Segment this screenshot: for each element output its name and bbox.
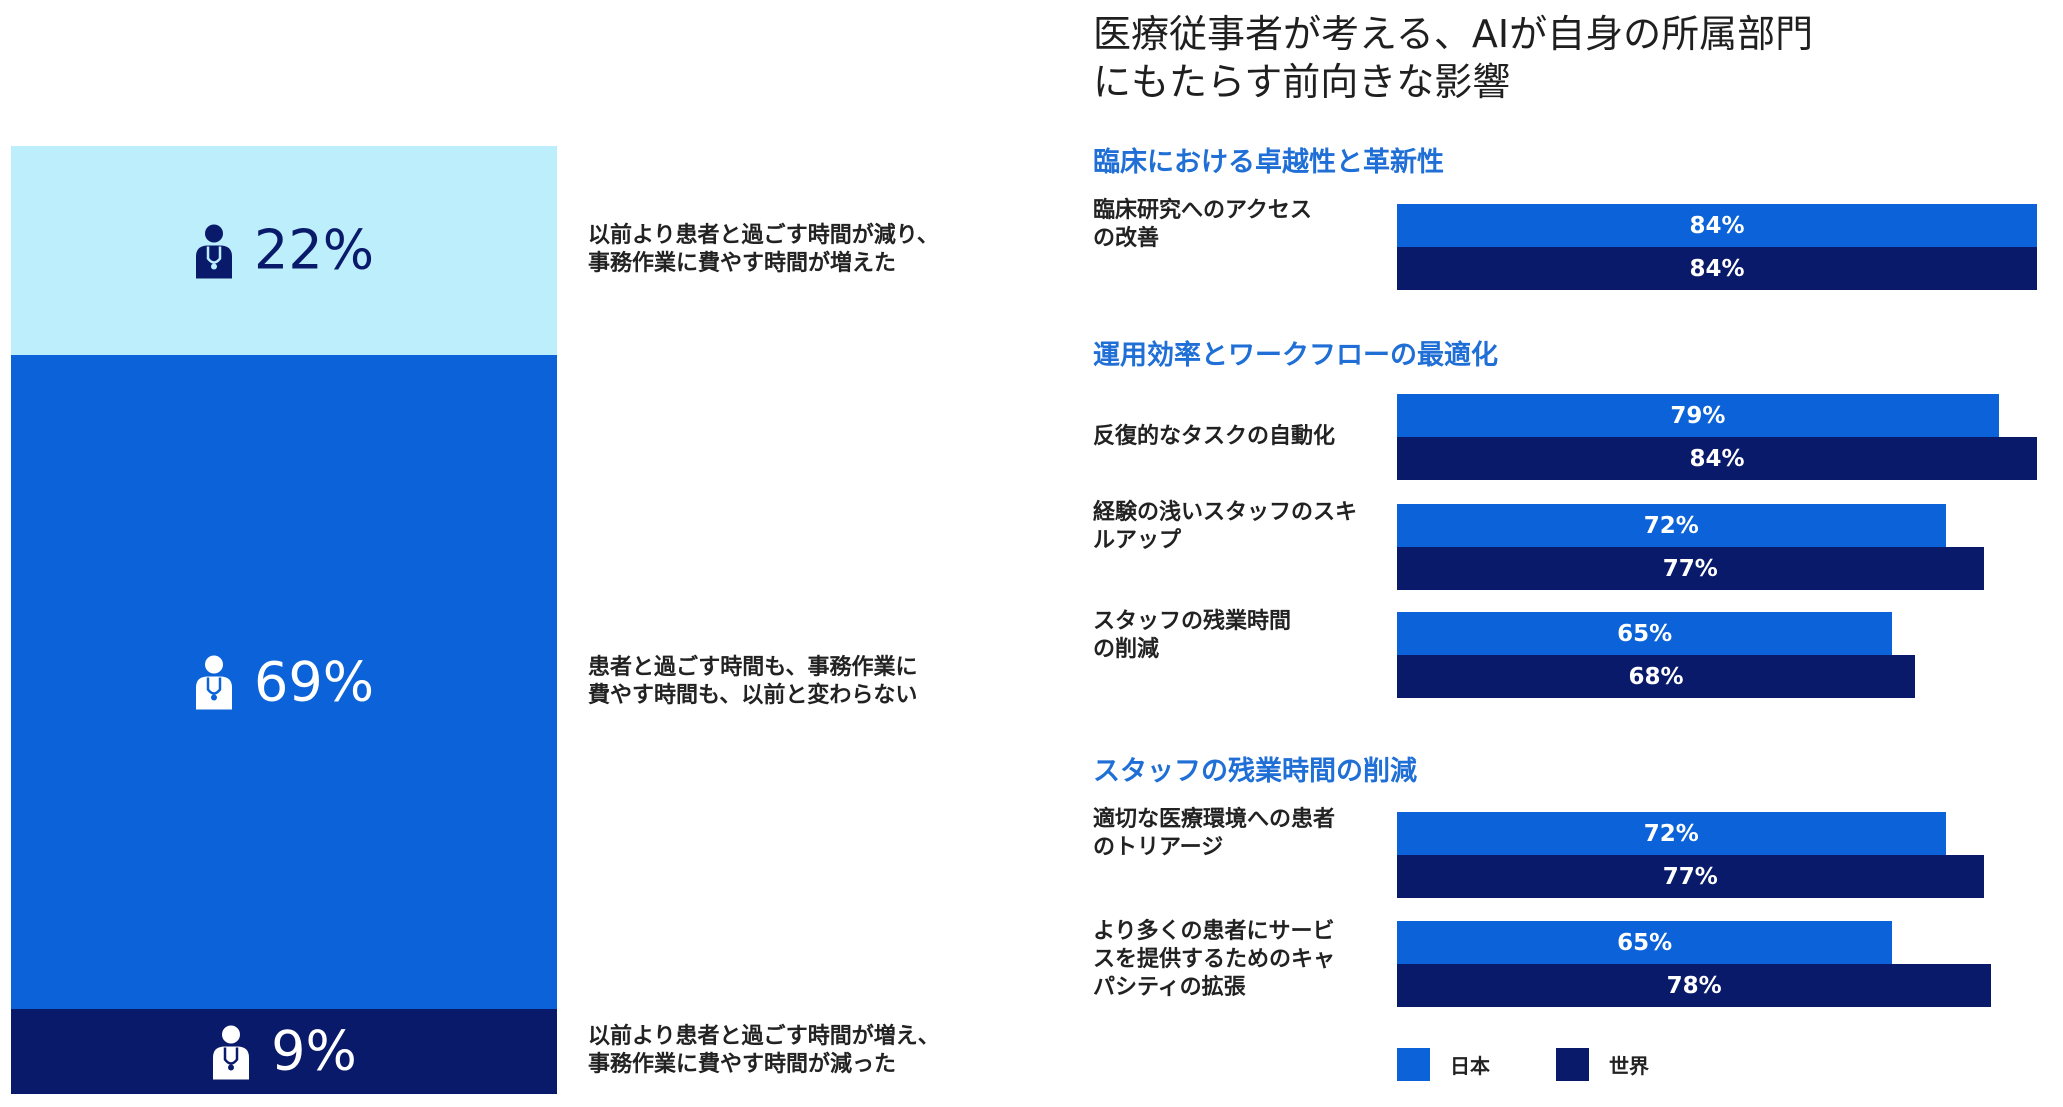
category-heading: 運用効率とワークフローの最適化 bbox=[1093, 340, 1498, 371]
bar-world: 84% bbox=[1397, 247, 2037, 290]
row-label-line: スタッフの残業時間 bbox=[1093, 609, 1292, 634]
segment-percent-label: 22% bbox=[253, 218, 375, 282]
bar-world: 77% bbox=[1397, 547, 1984, 590]
segment-description-line: 以前より患者と過ごす時間が減り、 bbox=[588, 223, 939, 249]
stacked-bar: 22% 69% 9% bbox=[11, 146, 557, 1094]
segment-description: 患者と過ごす時間も、事務作業に 費やす時間も、以前と変わらない bbox=[588, 654, 918, 710]
legend-swatch-japan bbox=[1397, 1048, 1430, 1081]
chart-title-line-2: にもたらす前向きな影響 bbox=[1093, 60, 1511, 104]
segment-description-line: 患者と過ごす時間も、事務作業に bbox=[588, 654, 918, 680]
category-heading: スタッフの残業時間の削減 bbox=[1093, 756, 1417, 787]
segment-description-line: 以前より患者と過ごす時間が増え、 bbox=[588, 1024, 940, 1050]
segment-percent-label: 9% bbox=[271, 1019, 357, 1083]
segment-description: 以前より患者と過ごす時間が増え、 事務作業に費やす時間が減った bbox=[588, 1023, 940, 1079]
row-label-line: 反復的なタスクの自動化 bbox=[1093, 424, 1336, 449]
bar-japan: 65% bbox=[1397, 612, 1893, 655]
stack-segment-content: 9% bbox=[11, 1020, 557, 1083]
doctor-icon bbox=[213, 1025, 250, 1080]
segment-percent-label: 69% bbox=[253, 650, 375, 714]
chart-title-line-1: 医療従事者が考える、AIが自身の所属部門 bbox=[1093, 12, 1814, 56]
row-label: スタッフの残業時間 の削減 bbox=[1093, 608, 1383, 664]
bar-world: 68% bbox=[1397, 655, 1916, 698]
legend-label-world: 世界 bbox=[1609, 1054, 1649, 1078]
row-label-line: スを提供するためのキャ bbox=[1093, 947, 1336, 972]
row-label: 適切な医療環境への患者 のトリアージ bbox=[1093, 806, 1383, 862]
chart-title: 医療従事者が考える、AIが自身の所属部門 にもたらす前向きな影響 bbox=[1093, 10, 1853, 106]
bar-world: 77% bbox=[1397, 855, 1984, 898]
bar-japan: 84% bbox=[1397, 204, 2037, 247]
legend-label-japan: 日本 bbox=[1450, 1054, 1490, 1078]
legend: 日本 世界 bbox=[1397, 1048, 1715, 1081]
doctor-icon bbox=[195, 655, 232, 710]
category-heading: 臨床における卓越性と革新性 bbox=[1093, 147, 1444, 178]
row-label: 反復的なタスクの自動化 bbox=[1093, 423, 1383, 451]
segment-description-line: 事務作業に費やす時間が減った bbox=[588, 1052, 897, 1078]
row-label-line: 適切な医療環境への患者 bbox=[1093, 807, 1336, 832]
segment-description-line: 事務作業に費やす時間が増えた bbox=[588, 251, 897, 277]
row-label-line: の削減 bbox=[1093, 637, 1160, 662]
stack-segment-content: 69% bbox=[11, 650, 557, 713]
row-label-line: より多くの患者にサービ bbox=[1093, 919, 1335, 944]
segment-description: 以前より患者と過ごす時間が減り、 事務作業に費やす時間が増えた bbox=[588, 222, 939, 278]
row-label: 経験の浅いスタッフのスキ ルアップ bbox=[1093, 499, 1383, 555]
legend-swatch-world bbox=[1556, 1048, 1589, 1081]
bar-japan: 79% bbox=[1397, 394, 1999, 437]
row-label-line: 経験の浅いスタッフのスキ bbox=[1093, 500, 1358, 525]
row-label-line: ルアップ bbox=[1093, 528, 1182, 553]
bar-world: 84% bbox=[1397, 437, 2037, 480]
bar-japan: 72% bbox=[1397, 504, 1946, 547]
doctor-icon bbox=[195, 224, 232, 279]
bar-japan: 65% bbox=[1397, 921, 1893, 964]
stack-segment-2: 9% bbox=[11, 1008, 557, 1094]
segment-description-line: 費やす時間も、以前と変わらない bbox=[588, 682, 918, 708]
row-label: より多くの患者にサービ スを提供するためのキャ パシティの拡張 bbox=[1093, 918, 1383, 1002]
legend-item-world: 世界 bbox=[1556, 1048, 1649, 1081]
row-label-line: パシティの拡張 bbox=[1093, 975, 1246, 1000]
bar-japan: 72% bbox=[1397, 812, 1946, 855]
row-label: 臨床研究へのアクセス の改善 bbox=[1093, 197, 1383, 253]
legend-item-japan: 日本 bbox=[1397, 1048, 1490, 1081]
stack-segment-1: 69% bbox=[11, 354, 557, 1009]
stack-segment-0: 22% bbox=[11, 146, 557, 355]
bar-world: 78% bbox=[1397, 964, 1992, 1007]
row-label-line: のトリアージ bbox=[1093, 835, 1224, 860]
row-label-line: の改善 bbox=[1093, 226, 1160, 251]
row-label-line: 臨床研究へのアクセス bbox=[1093, 198, 1312, 223]
stack-segment-content: 22% bbox=[11, 219, 557, 282]
